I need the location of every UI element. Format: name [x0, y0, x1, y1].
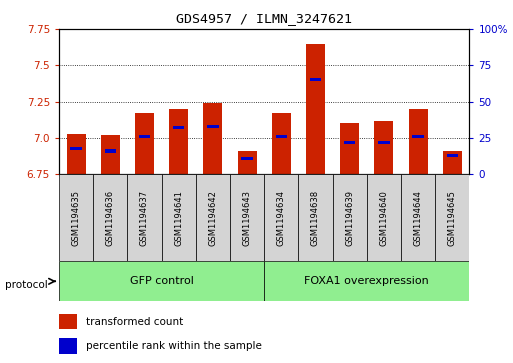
Bar	[162, 174, 196, 261]
Bar	[59, 338, 77, 354]
Bar	[127, 174, 162, 261]
Text: GSM1194642: GSM1194642	[208, 190, 218, 246]
Bar	[230, 174, 264, 261]
Text: GSM1194644: GSM1194644	[413, 190, 423, 246]
Text: GSM1194636: GSM1194636	[106, 190, 115, 246]
Text: GSM1194640: GSM1194640	[380, 190, 388, 246]
Text: percentile rank within the sample: percentile rank within the sample	[86, 341, 262, 351]
Bar	[367, 174, 401, 261]
Bar	[306, 44, 325, 174]
Bar	[344, 141, 356, 144]
Text: GSM1194634: GSM1194634	[277, 190, 286, 246]
Bar	[59, 314, 77, 329]
Bar	[196, 174, 230, 261]
Bar	[67, 134, 86, 174]
Bar	[93, 174, 127, 261]
Bar	[70, 147, 82, 150]
Bar	[242, 157, 253, 160]
Bar	[207, 125, 219, 128]
Text: GSM1194639: GSM1194639	[345, 190, 354, 246]
Text: GSM1194637: GSM1194637	[140, 190, 149, 246]
Bar	[272, 113, 291, 174]
Bar	[435, 174, 469, 261]
Text: GFP control: GFP control	[130, 276, 193, 286]
Bar	[443, 151, 462, 174]
Text: GSM1194643: GSM1194643	[243, 190, 251, 246]
Bar	[310, 78, 321, 81]
Bar	[139, 135, 150, 138]
Text: GSM1194641: GSM1194641	[174, 190, 183, 246]
Bar	[59, 174, 93, 261]
Bar	[340, 123, 359, 174]
Bar	[101, 135, 120, 174]
Bar	[401, 174, 435, 261]
Bar	[299, 174, 332, 261]
Bar	[275, 135, 287, 138]
Text: GSM1194645: GSM1194645	[448, 190, 457, 246]
Text: FOXA1 overexpression: FOXA1 overexpression	[304, 276, 429, 286]
Bar	[173, 126, 184, 129]
Bar	[332, 174, 367, 261]
Bar	[135, 113, 154, 174]
Bar	[412, 135, 424, 138]
Text: GSM1194635: GSM1194635	[72, 190, 81, 246]
Bar	[409, 109, 427, 174]
Bar	[447, 154, 458, 157]
Bar	[105, 150, 116, 152]
Text: GSM1194638: GSM1194638	[311, 190, 320, 246]
Title: GDS4957 / ILMN_3247621: GDS4957 / ILMN_3247621	[176, 12, 352, 25]
Bar	[264, 261, 469, 301]
Bar	[204, 103, 222, 174]
Bar	[59, 261, 264, 301]
Bar	[264, 174, 299, 261]
Text: protocol: protocol	[5, 280, 48, 290]
Bar	[238, 151, 256, 174]
Text: transformed count: transformed count	[86, 317, 184, 327]
Bar	[169, 109, 188, 174]
Bar	[374, 121, 393, 174]
Bar	[378, 141, 389, 144]
